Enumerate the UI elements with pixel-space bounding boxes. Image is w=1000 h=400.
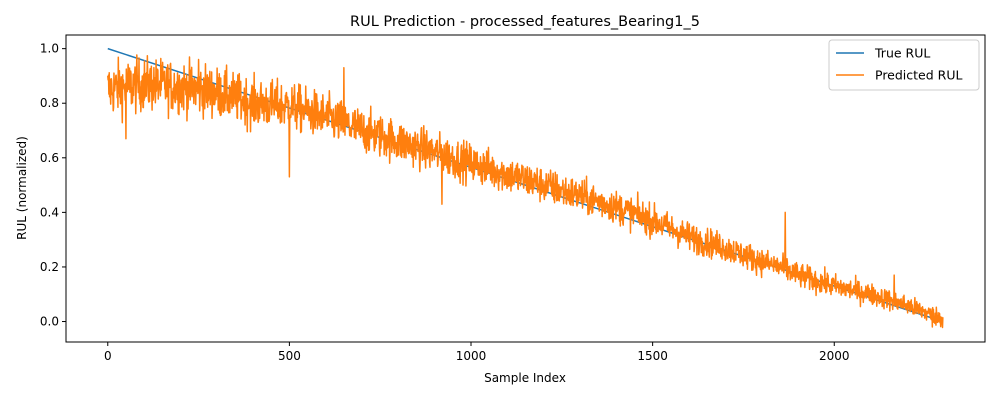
chart-title: RUL Prediction - processed_features_Bear…: [350, 14, 700, 30]
legend-predicted-rul-label: Predicted RUL: [875, 68, 962, 83]
y-axis-label: RUL (normalized): [15, 136, 29, 240]
legend-true-rul-label: True RUL: [874, 46, 930, 61]
plot-area: [107, 47, 944, 329]
y-tick-label: 0.6: [40, 151, 59, 165]
x-axis-ticks: 0 500 1000 1500 2000: [104, 342, 850, 363]
x-tick-label: 1000: [456, 349, 487, 363]
legend: True RUL Predicted RUL: [828, 39, 980, 91]
legend-box: [828, 39, 980, 91]
x-axis-label: Sample Index: [484, 371, 566, 385]
y-tick-label: 1.0: [40, 42, 59, 56]
axes-frame: [65, 34, 986, 343]
y-tick-label: 0.4: [40, 205, 59, 219]
x-tick-label: 0: [104, 349, 112, 363]
y-axis-ticks: 0.0 0.2 0.4 0.6 0.8 1.0: [40, 42, 66, 329]
y-tick-label: 0.8: [40, 96, 59, 110]
y-tick-label: 0.0: [40, 315, 59, 329]
x-tick-label: 500: [278, 349, 301, 363]
x-tick-label: 2000: [819, 349, 850, 363]
predicted-rul-line: [107, 54, 944, 329]
x-tick-label: 1500: [637, 349, 668, 363]
y-tick-label: 0.2: [40, 260, 59, 274]
